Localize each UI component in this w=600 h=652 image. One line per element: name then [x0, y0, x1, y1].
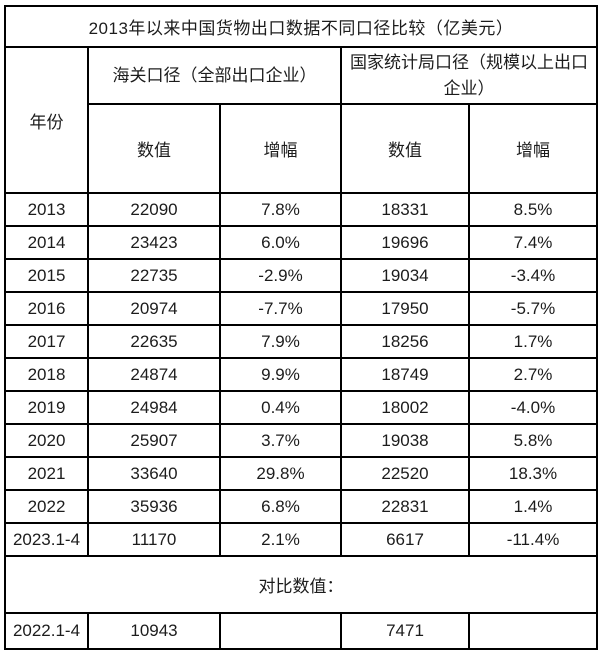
customs-value-cell: 22735 [87, 258, 221, 293]
customs-growth-cell: 6.0% [219, 225, 342, 260]
customs-value-cell: 20974 [87, 291, 221, 326]
nbs-growth-cell: 18.3% [467, 456, 599, 491]
export-data-table: 2013年以来中国货物出口数据不同口径比较（亿美元） 年份 海关口径（全部出口企… [3, 5, 599, 650]
year-cell: 2023.1-4 [4, 522, 89, 557]
nbs-growth-cell: 8.5% [467, 192, 599, 227]
customs-value-cell: 22090 [87, 192, 221, 227]
table-row: 2018 24874 9.9% 18749 2.7% [4, 357, 599, 392]
nbs-group-header: 国家统计局口径（规模以上出口企业） [339, 46, 599, 105]
comparison-label-row: 对比数值： [3, 555, 599, 614]
table-row: 2021 33640 29.8% 22520 18.3% [4, 456, 599, 491]
nbs-value-cell: 19034 [340, 258, 470, 293]
customs-growth-cell: -7.7% [219, 291, 342, 326]
nbs-value-cell: 22520 [340, 456, 470, 491]
nbs-growth-cell: -3.4% [467, 258, 599, 293]
nbs-growth-cell: -11.4% [467, 522, 599, 557]
nbs-value-cell: 6617 [340, 522, 470, 557]
sub-header-row: 数值 增幅 数值 增幅 [5, 103, 599, 194]
customs-value-header: 数值 [87, 103, 221, 194]
comparison-customs-value-cell: 10943 [87, 612, 221, 650]
title-row: 2013年以来中国货物出口数据不同口径比较（亿美元） [3, 5, 599, 48]
customs-value-cell: 23423 [87, 225, 221, 260]
nbs-growth-cell: 1.4% [467, 489, 599, 524]
customs-value-cell: 24984 [87, 390, 221, 425]
year-cell: 2016 [4, 291, 89, 326]
nbs-value-cell: 19696 [340, 225, 470, 260]
customs-value-cell: 33640 [87, 456, 221, 491]
customs-value-cell: 24874 [87, 357, 221, 392]
comparison-nbs-value-cell: 7471 [340, 612, 470, 650]
comparison-year-cell: 2022.1-4 [4, 612, 89, 650]
customs-value-cell: 11170 [87, 522, 221, 557]
comparison-label: 对比数值： [3, 555, 599, 614]
year-cell: 2014 [4, 225, 89, 260]
year-cell: 2017 [4, 324, 89, 359]
year-column-header: 年份 [4, 46, 89, 194]
customs-growth-cell: -2.9% [219, 258, 342, 293]
table-body: 2013 22090 7.8% 18331 8.5% 2014 23423 6.0% 19696… [4, 192, 599, 557]
nbs-value-cell: 18331 [340, 192, 470, 227]
nbs-growth-cell: 7.4% [467, 225, 599, 260]
nbs-value-header: 数值 [340, 103, 470, 194]
nbs-value-cell: 19038 [340, 423, 470, 458]
comparison-nbs-growth-cell [467, 612, 599, 650]
customs-growth-cell: 2.1% [219, 522, 342, 557]
customs-growth-cell: 7.8% [219, 192, 342, 227]
nbs-value-cell: 22831 [340, 489, 470, 524]
table-row: 2019 24984 0.4% 18002 -4.0% [4, 390, 599, 425]
nbs-growth-cell: 1.7% [467, 324, 599, 359]
table-row: 2017 22635 7.9% 18256 1.7% [4, 324, 599, 359]
table-row: 2022 35936 6.8% 22831 1.4% [4, 489, 599, 524]
year-cell: 2019 [4, 390, 89, 425]
customs-value-cell: 22635 [87, 324, 221, 359]
year-cell: 2020 [4, 423, 89, 458]
table-row: 2020 25907 3.7% 19038 5.8% [4, 423, 599, 458]
year-cell: 2018 [4, 357, 89, 392]
nbs-growth-cell: -5.7% [467, 291, 599, 326]
year-cell: 2021 [4, 456, 89, 491]
year-cell: 2022 [4, 489, 89, 524]
nbs-growth-cell: 2.7% [467, 357, 599, 392]
comparison-data-row: 2022.1-4 10943 7471 [4, 612, 599, 650]
year-cell: 2015 [4, 258, 89, 293]
table-row: 2016 20974 -7.7% 17950 -5.7% [4, 291, 599, 326]
year-cell: 2013 [4, 192, 89, 227]
customs-group-header: 海关口径（全部出口企业） [87, 46, 342, 105]
nbs-growth-header: 增幅 [467, 103, 599, 194]
table-row: 2014 23423 6.0% 19696 7.4% [4, 225, 599, 260]
nbs-growth-cell: -4.0% [467, 390, 599, 425]
customs-growth-cell: 9.9% [219, 357, 342, 392]
customs-value-cell: 25907 [87, 423, 221, 458]
nbs-value-cell: 18002 [340, 390, 470, 425]
customs-growth-cell: 29.8% [219, 456, 342, 491]
customs-growth-cell: 3.7% [219, 423, 342, 458]
group-header-row: 年份 海关口径（全部出口企业） 国家统计局口径（规模以上出口企业） [4, 46, 599, 194]
nbs-growth-cell: 5.8% [467, 423, 599, 458]
nbs-value-cell: 18256 [340, 324, 470, 359]
comparison-customs-growth-cell [219, 612, 342, 650]
customs-value-cell: 35936 [87, 489, 221, 524]
table-row: 2015 22735 -2.9% 19034 -3.4% [4, 258, 599, 293]
customs-growth-cell: 0.4% [219, 390, 342, 425]
nbs-value-cell: 17950 [340, 291, 470, 326]
customs-growth-cell: 6.8% [219, 489, 342, 524]
customs-growth-cell: 7.9% [219, 324, 342, 359]
table-row: 2023.1-4 11170 2.1% 6617 -11.4% [4, 522, 599, 557]
table-title: 2013年以来中国货物出口数据不同口径比较（亿美元） [3, 5, 599, 48]
nbs-value-cell: 18749 [340, 357, 470, 392]
table-row: 2013 22090 7.8% 18331 8.5% [4, 192, 599, 227]
customs-growth-header: 增幅 [219, 103, 342, 194]
